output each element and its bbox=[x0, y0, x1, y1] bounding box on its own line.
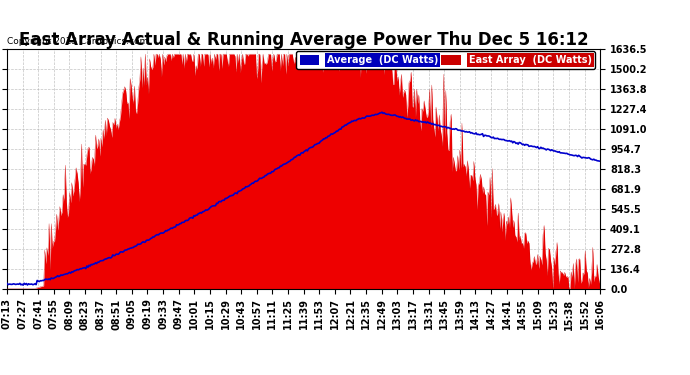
Text: Copyright 2013 Cartronics.com: Copyright 2013 Cartronics.com bbox=[7, 38, 148, 46]
Title: East Array Actual & Running Average Power Thu Dec 5 16:12: East Array Actual & Running Average Powe… bbox=[19, 31, 589, 49]
Legend: Average  (DC Watts), East Array  (DC Watts): Average (DC Watts), East Array (DC Watts… bbox=[296, 51, 595, 69]
